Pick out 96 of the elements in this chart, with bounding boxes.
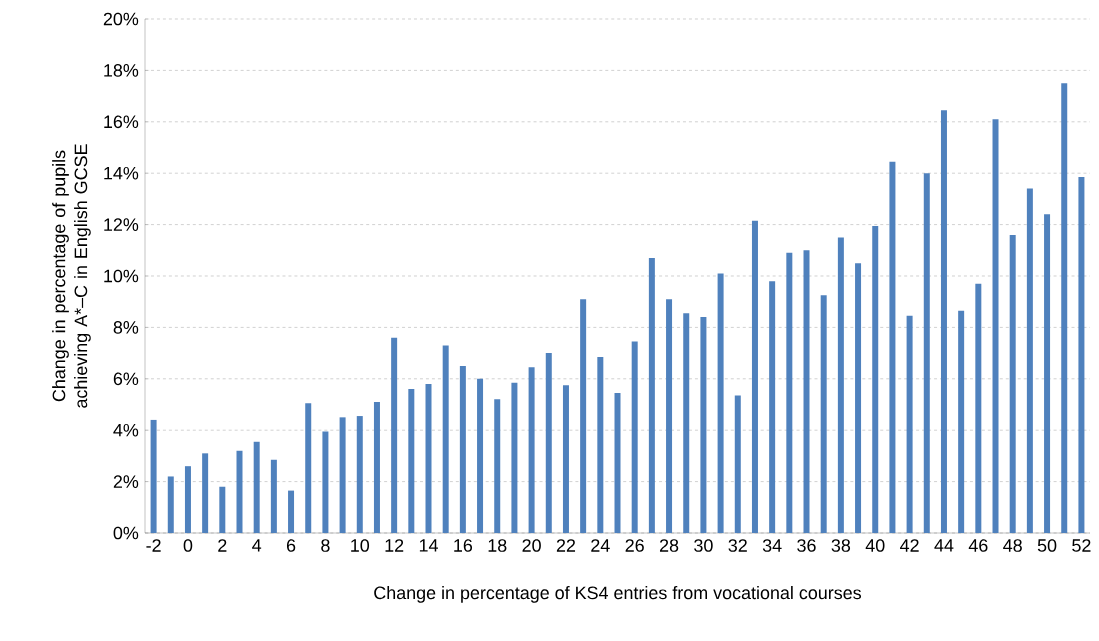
bar bbox=[305, 403, 312, 533]
bar bbox=[356, 416, 363, 533]
bar bbox=[511, 382, 518, 533]
bar bbox=[1009, 234, 1016, 533]
bar bbox=[683, 313, 690, 533]
bar bbox=[820, 295, 827, 533]
y-tick-label: 0% bbox=[113, 526, 139, 540]
x-tick-label: 10 bbox=[351, 539, 370, 552]
bar bbox=[562, 385, 569, 533]
bar bbox=[391, 337, 398, 533]
bar bbox=[322, 431, 329, 533]
bar bbox=[786, 252, 793, 533]
x-tick-label: 20 bbox=[522, 539, 541, 552]
bar bbox=[906, 315, 913, 533]
x-tick-label: 6 bbox=[286, 539, 296, 552]
x-tick-label: -2 bbox=[146, 539, 161, 552]
x-tick-label: 30 bbox=[694, 539, 713, 552]
bar bbox=[837, 237, 844, 533]
bar bbox=[992, 119, 999, 533]
y-tick-label: 16% bbox=[104, 115, 139, 129]
y-tick-label: 8% bbox=[113, 321, 139, 334]
bar bbox=[219, 486, 226, 533]
x-tick-label: 16 bbox=[454, 539, 473, 552]
x-tick-label: 4 bbox=[252, 539, 262, 552]
x-tick-label: 50 bbox=[1037, 539, 1057, 552]
bar bbox=[940, 110, 947, 533]
bar bbox=[1026, 188, 1033, 533]
bar bbox=[1044, 214, 1051, 533]
x-tick-label: 18 bbox=[488, 539, 507, 552]
y-tick-label: 6% bbox=[113, 372, 139, 386]
x-tick-label: 40 bbox=[865, 539, 885, 552]
x-tick-label: 8 bbox=[321, 539, 330, 552]
bar bbox=[769, 281, 776, 533]
bar bbox=[528, 367, 535, 533]
y-tick-label: 12% bbox=[104, 218, 139, 231]
bar bbox=[631, 341, 638, 533]
bar bbox=[373, 401, 380, 533]
bar bbox=[580, 299, 587, 533]
x-tick-label: 22 bbox=[556, 539, 576, 552]
x-tick-label: 36 bbox=[797, 539, 816, 552]
bar bbox=[339, 417, 346, 533]
x-tick-label: 28 bbox=[659, 539, 679, 552]
y-tick-label: 20% bbox=[103, 12, 139, 26]
y-tick-label: 2% bbox=[113, 475, 139, 488]
bar bbox=[958, 310, 965, 533]
bar bbox=[167, 476, 174, 533]
x-tick-label: 0 bbox=[183, 539, 193, 552]
x-axis-title: Change in percentage of KS4 entries from vocational courses bbox=[374, 586, 861, 603]
bar bbox=[666, 299, 673, 533]
x-tick-label: 34 bbox=[762, 539, 782, 552]
x-tick-label: 2 bbox=[218, 539, 227, 552]
bar bbox=[975, 283, 982, 533]
bar bbox=[648, 258, 655, 533]
bar bbox=[614, 392, 621, 533]
bar bbox=[270, 459, 277, 533]
bar bbox=[253, 441, 260, 533]
bar bbox=[288, 490, 295, 533]
y-tick-label: 14% bbox=[104, 166, 139, 180]
bar bbox=[184, 466, 191, 533]
bar bbox=[700, 317, 707, 533]
bar bbox=[442, 345, 449, 533]
x-tick-label: 44 bbox=[934, 539, 954, 552]
x-tick-label: 46 bbox=[968, 539, 988, 552]
x-tick-label: 12 bbox=[385, 539, 404, 552]
x-tick-label: 48 bbox=[1003, 539, 1022, 552]
x-tick-label: 32 bbox=[728, 539, 747, 552]
x-tick-label: 52 bbox=[1072, 539, 1091, 552]
bar bbox=[494, 399, 501, 533]
x-tick-label: 24 bbox=[591, 539, 610, 552]
y-tick-label: 10% bbox=[104, 269, 139, 283]
y-tick-label: 18% bbox=[104, 64, 139, 77]
bar bbox=[477, 378, 484, 533]
bar bbox=[803, 250, 810, 533]
bar bbox=[872, 225, 879, 533]
bar bbox=[425, 383, 432, 533]
bar bbox=[734, 395, 741, 533]
bar bbox=[923, 173, 930, 533]
y-tick-label: 4% bbox=[113, 423, 139, 437]
bar bbox=[408, 389, 415, 533]
bar bbox=[855, 263, 862, 533]
y-axis-title: Change in percentage of pupils achieving A*–C in English GCSE bbox=[52, 144, 91, 408]
x-tick-label: 26 bbox=[625, 539, 644, 552]
x-tick-label: 42 bbox=[900, 539, 919, 552]
bar bbox=[597, 356, 604, 533]
bar bbox=[717, 273, 724, 533]
bar bbox=[545, 353, 552, 533]
bar bbox=[889, 161, 896, 533]
x-tick-label: 14 bbox=[419, 539, 438, 552]
bar bbox=[751, 220, 758, 533]
x-tick-label: 38 bbox=[831, 539, 851, 552]
bar bbox=[236, 450, 243, 533]
bar bbox=[202, 453, 209, 533]
bar bbox=[1061, 83, 1068, 533]
bar bbox=[1078, 177, 1085, 533]
bar bbox=[150, 419, 157, 533]
bar bbox=[459, 365, 466, 533]
